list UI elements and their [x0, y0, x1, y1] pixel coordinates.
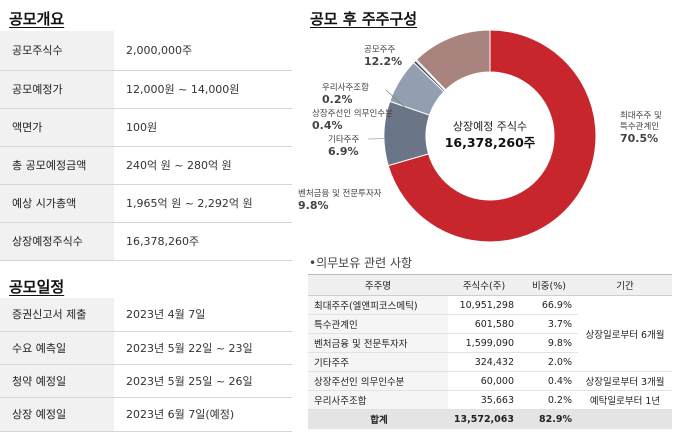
holder-name: 상장주선인 의무인수분: [308, 371, 448, 391]
share-pct: 3.7%: [520, 314, 578, 334]
slice-percent-label: 9.8%: [298, 199, 329, 212]
row-value: 2023년 5월 22일 ~ 23일: [114, 331, 292, 365]
row-label: 상장 예정일: [0, 397, 114, 432]
slice-percent-label: 70.5%: [620, 132, 658, 145]
total-pct: 82.9%: [520, 409, 578, 429]
donut-slices: [383, 29, 597, 243]
row-value: 2023년 5월 25일 ~ 26일: [114, 364, 292, 398]
table-row: 액면가 100원: [0, 108, 292, 147]
row-label: 수요 예측일: [0, 331, 114, 365]
table-row: 우리사주조합 35,663 0.2% 예탁일로부터 1년: [308, 390, 672, 410]
share-count: 60,000: [448, 371, 520, 391]
holder-name: 우리사주조합: [308, 390, 448, 410]
row-value: 2,000,000주: [114, 31, 292, 71]
table-row: 최대주주(엘앤피코스메틱) 10,951,298 66.9% 상장일로부터 6개…: [308, 295, 672, 372]
share-count: 1,599,090: [448, 333, 520, 353]
label-leader-lines: [367, 89, 423, 140]
row-label: 상장예정주식수: [0, 222, 114, 261]
column-header: 기간: [578, 274, 672, 296]
total-period-empty: [578, 409, 672, 429]
share-pct: 9.8%: [520, 333, 578, 353]
holder-name: 최대주주(엘앤피코스메틱): [308, 295, 448, 315]
slice-name-label: 우리사주조합: [322, 83, 369, 93]
table-row: 예상 시가총액 1,965억 원 ~ 2,292억 원: [0, 184, 292, 223]
schedule-title: 공모일정: [9, 278, 65, 296]
share-count: 324,432: [448, 352, 520, 372]
row-label: 청약 예정일: [0, 364, 114, 398]
slice-name-label: 상장주선인 의무인수분: [312, 108, 393, 119]
slice-name-label: 공모주주: [364, 45, 395, 55]
row-value: 2023년 6월 7일(예정): [114, 397, 292, 432]
donut-slice: [387, 29, 597, 243]
share-pct: 66.9%: [520, 295, 578, 315]
slice-name-label: 기타주주: [328, 135, 359, 145]
slice-name-label: 벤처금융 및 전문투자자: [298, 188, 382, 199]
table-row: 상장주선인 의무인수분 60,000 0.4% 상장일로부터 3개월: [308, 371, 672, 391]
share-pct: 0.4%: [520, 371, 578, 391]
leader-line: [385, 89, 423, 124]
table-row: 상장 예정일 2023년 6월 7일(예정): [0, 397, 292, 432]
holder-name: 특수관계인: [308, 314, 448, 334]
slice-name-label: 특수관계인: [620, 121, 659, 132]
share-count: 35,663: [448, 390, 520, 410]
table-row: 기타주주 324,432 2.0%: [308, 352, 672, 372]
table-row: 총 공모예정금액 240억 원 ~ 280억 원: [0, 146, 292, 185]
row-label: 액면가: [0, 108, 114, 147]
share-pct: 0.2%: [520, 390, 578, 410]
row-label: 예상 시가총액: [0, 184, 114, 223]
total-shares: 13,572,063: [448, 409, 520, 429]
donut-slice: [415, 29, 491, 91]
share-pct: 2.0%: [520, 352, 578, 372]
row-label: 증권신고서 제출: [0, 298, 114, 332]
chart-center-value: 16,378,260주: [445, 135, 536, 150]
table-row: 증권신고서 제출 2023년 4월 7일: [0, 298, 292, 332]
share-count: 601,580: [448, 314, 520, 334]
lockup-table: 주주명 주식수(주) 비중(%) 기간 최대주주(엘앤피코스메틱) 10,951…: [308, 274, 672, 429]
share-count: 10,951,298: [448, 295, 520, 315]
offering-title: 공모개요: [9, 10, 65, 28]
slice-percent-label: 6.9%: [328, 145, 359, 158]
lockup-period: 예탁일로부터 1년: [578, 390, 672, 410]
lockup-period: 상장일로부터 3개월: [578, 371, 672, 391]
table-total-row: 합계 13,572,063 82.9%: [308, 409, 672, 429]
table-row: 상장예정주식수 16,378,260주: [0, 222, 292, 261]
row-label: 공모예정가: [0, 70, 114, 109]
slice-percent-label: 0.2%: [322, 93, 353, 106]
lockup-title: •의무보유 관련 사항: [309, 256, 413, 270]
row-value: 1,965억 원 ~ 2,292억 원: [114, 184, 292, 223]
chart-title: 공모 후 주주구성: [310, 10, 418, 28]
holder-name: 벤처금융 및 전문투자자: [308, 333, 448, 353]
offering-table: 공모주식수 2,000,000주 공모예정가 12,000원 ~ 14,000원 액…: [0, 31, 292, 261]
schedule-table: 증권신고서 제출 2023년 4월 7일 수요 예측일 2023년 5월 22일 ~…: [0, 298, 292, 432]
slice-percent-label: 12.2%: [364, 55, 402, 68]
leader-line: [389, 114, 423, 127]
table-row: 특수관계인 601,580 3.7%: [308, 314, 672, 334]
table-row: 청약 예정일 2023년 5월 25일 ~ 26일: [0, 364, 292, 398]
column-header: 주주명: [308, 274, 448, 296]
table-row: 벤처금융 및 전문투자자 1,599,090 9.8%: [308, 333, 672, 353]
table-row: 공모예정가 12,000원 ~ 14,000원: [0, 70, 292, 109]
row-value: 240억 원 ~ 280억 원: [114, 146, 292, 185]
total-label: 합계: [308, 409, 448, 429]
slice-percent-label: 0.4%: [312, 119, 343, 132]
row-label: 총 공모예정금액: [0, 146, 114, 185]
column-header: 비중(%): [520, 274, 578, 296]
table-row: 공모주식수 2,000,000주: [0, 31, 292, 71]
column-header: 주식수(주): [448, 274, 520, 296]
row-value: 100원: [114, 108, 292, 147]
slice-name-label: 최대주주 및: [620, 110, 662, 121]
row-value: 12,000원 ~ 14,000원: [114, 70, 292, 109]
table-header-row: 주주명 주식수(주) 비중(%) 기간: [308, 274, 672, 296]
row-value: 16,378,260주: [114, 222, 292, 261]
chart-center-label: 상장예정 주식수: [453, 120, 527, 133]
table-row: 수요 예측일 2023년 5월 22일 ~ 23일: [0, 331, 292, 365]
leader-line: [367, 137, 423, 140]
row-value: 2023년 4월 7일: [114, 298, 292, 332]
row-label: 공모주식수: [0, 31, 114, 71]
lockup-period: 상장일로부터 6개월: [578, 295, 672, 372]
holder-name: 기타주주: [308, 352, 448, 372]
